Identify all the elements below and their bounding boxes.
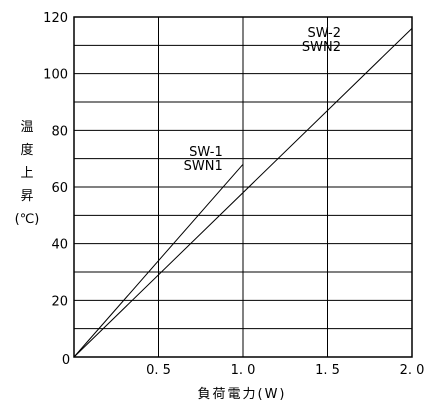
x-tick-label: 1. 0 <box>231 363 256 378</box>
series-label-2: SWN2 <box>302 40 341 55</box>
series-label-2: SW-2 <box>307 26 341 41</box>
y-tick-label: 120 <box>43 11 68 26</box>
plot-frame <box>73 16 413 358</box>
x-tick-label: 1. 5 <box>315 363 340 378</box>
series-line-2 <box>73 27 413 358</box>
grid <box>74 17 412 357</box>
y-axis-label-unit: (℃) <box>15 212 40 227</box>
series-line-1 <box>73 164 244 358</box>
y-tick-label: 60 <box>51 181 68 196</box>
origin-tick-label: 0 <box>62 353 70 368</box>
y-axis-label-char: 温 <box>20 120 33 135</box>
y-tick-label: 100 <box>43 68 68 83</box>
y-tick-label: 80 <box>51 124 68 139</box>
y-tick-label: 20 <box>51 294 68 309</box>
x-tick-labels: 0. 5 1. 0 1. 5 2. 0 0 <box>62 353 425 378</box>
series-label-1: SWN1 <box>184 159 223 174</box>
series-label-1: SW-1 <box>189 145 223 160</box>
series-lines <box>73 27 413 358</box>
x-tick-label: 2. 0 <box>400 363 425 378</box>
plot-border <box>73 16 413 358</box>
x-axis-label: 負荷電力(W) <box>198 387 287 402</box>
y-tick-label: 40 <box>51 238 68 253</box>
axis-labels: 負荷電力(W) <box>198 387 287 402</box>
y-axis-label-char: 昇 <box>20 189 33 204</box>
y-axis-label-char: 上 <box>20 166 33 181</box>
x-tick-label: 0. 5 <box>146 363 171 378</box>
y-tick-labels: 20 40 60 80 100 120 <box>43 11 68 309</box>
y-axis-label-char: 度 <box>20 142 33 158</box>
